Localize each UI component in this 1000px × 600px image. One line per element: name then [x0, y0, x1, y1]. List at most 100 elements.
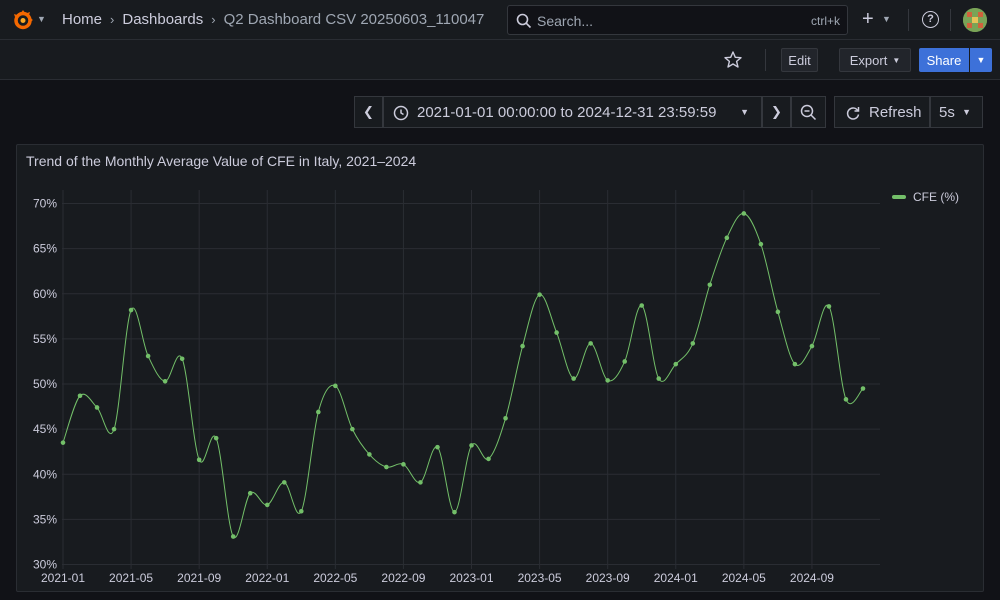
data-point — [196, 457, 202, 463]
star-icon[interactable] — [723, 50, 743, 70]
data-point — [622, 359, 628, 364]
refresh-button[interactable]: Refresh — [834, 96, 930, 128]
data-point — [452, 509, 457, 515]
panel-title[interactable]: Trend of the Monthly Average Value of CF… — [26, 153, 417, 169]
chevron-right-icon: ❯ — [771, 104, 782, 119]
divider — [908, 9, 909, 31]
refresh-label: Refresh — [869, 104, 922, 121]
data-point — [792, 361, 798, 367]
data-point — [741, 211, 747, 216]
chevron-down-icon[interactable]: ▼ — [37, 14, 46, 24]
refresh-interval-value: 5s — [939, 104, 955, 121]
x-tick-label: 2021-09 — [177, 571, 221, 585]
x-tick-label: 2021-01 — [41, 571, 85, 585]
data-point — [588, 341, 593, 346]
breadcrumb: Home › Dashboards › Q2 Dashboard CSV 202… — [62, 11, 484, 28]
time-shift-back-button[interactable]: ❮ — [354, 96, 383, 128]
series-line-cfe — [62, 212, 864, 539]
zoom-out-icon — [800, 104, 817, 120]
grafana-logo-icon[interactable] — [10, 8, 36, 32]
divider — [950, 9, 951, 31]
data-point — [162, 379, 168, 384]
data-point — [60, 440, 66, 445]
export-button[interactable]: Export ▼ — [839, 48, 911, 72]
breadcrumb-home[interactable]: Home — [62, 11, 103, 28]
y-tick-label: 65% — [33, 242, 57, 256]
breadcrumb-current-dashboard: Q2 Dashboard CSV 20250603_110047 — [223, 11, 485, 28]
top-nav-bar: ▼ Home › Dashboards › Q2 Dashboard CSV 2… — [0, 0, 1000, 40]
line-chart: 30% 35% 40% 45% 50% 55% 60% 65% 70% 2021-01 2021-0… — [33, 190, 880, 585]
chevron-down-icon: ▼ — [962, 107, 971, 117]
x-tick-label: 2024-01 — [654, 571, 698, 585]
legend-swatch — [892, 195, 906, 199]
data-point — [520, 343, 525, 349]
x-tick-label: 2022-09 — [381, 571, 425, 585]
search-placeholder: Search... — [537, 13, 594, 29]
data-point — [469, 443, 474, 448]
y-tick-label: 55% — [33, 332, 57, 346]
chevron-down-icon: ▼ — [892, 55, 901, 65]
chart-legend: CFE (%) — [892, 190, 959, 204]
refresh-interval-picker[interactable]: 5s ▼ — [930, 96, 983, 128]
chevron-down-icon: ▼ — [976, 55, 986, 65]
data-point — [384, 464, 389, 470]
y-tick-label: 45% — [33, 422, 57, 436]
chevron-down-icon: ▼ — [740, 107, 749, 117]
clock-icon — [393, 105, 409, 121]
data-point — [435, 444, 440, 450]
breadcrumb-dashboards[interactable]: Dashboards — [122, 11, 204, 28]
time-shift-forward-button[interactable]: ❯ — [762, 96, 791, 128]
help-icon[interactable]: ? — [922, 11, 939, 28]
search-input[interactable]: Search... ctrl+k — [507, 5, 848, 35]
data-point — [145, 353, 151, 359]
data-point — [128, 307, 134, 313]
data-point — [554, 330, 559, 335]
data-point — [860, 386, 866, 391]
y-tick-label: 70% — [33, 197, 57, 211]
data-point — [486, 456, 491, 462]
dashboard-toolbar — [0, 40, 1000, 80]
data-point — [826, 304, 832, 309]
edit-button[interactable]: Edit — [781, 48, 818, 72]
add-icon[interactable]: + — [862, 8, 874, 30]
data-point — [77, 393, 83, 399]
data-point — [264, 502, 270, 508]
chevron-right-icon: › — [110, 12, 115, 27]
x-tick-label: 2022-01 — [245, 571, 289, 585]
data-point — [316, 409, 321, 415]
data-point — [809, 343, 815, 349]
x-tick-label: 2023-01 — [449, 571, 493, 585]
chart-panel: Trend of the Monthly Average Value of CF… — [16, 144, 984, 592]
x-tick-label: 2023-09 — [586, 571, 630, 585]
chevron-right-icon: › — [211, 12, 216, 27]
data-point — [605, 378, 610, 383]
time-range-picker[interactable]: 2021-01-01 00:00:00 to 2024-12-31 23:59:… — [383, 96, 762, 128]
legend-label[interactable]: CFE (%) — [913, 190, 959, 204]
data-point — [503, 416, 508, 421]
data-point — [656, 376, 662, 381]
data-point — [111, 426, 117, 432]
search-shortcut: ctrl+k — [810, 14, 840, 28]
data-point — [179, 356, 185, 362]
x-tick-label: 2021-05 — [109, 571, 153, 585]
chevron-down-icon[interactable]: ▼ — [882, 14, 891, 24]
y-tick-label: 30% — [33, 557, 57, 571]
zoom-out-button[interactable] — [791, 96, 826, 128]
avatar[interactable] — [963, 8, 987, 32]
data-point — [418, 480, 423, 485]
export-label: Export — [849, 52, 888, 68]
data-point — [673, 361, 679, 367]
data-point — [690, 341, 696, 346]
data-point — [247, 490, 253, 496]
data-point — [724, 235, 730, 241]
data-point — [639, 303, 645, 308]
share-button[interactable]: Share — [919, 48, 969, 72]
data-point — [213, 435, 219, 441]
search-icon — [516, 13, 532, 29]
share-options-button[interactable]: ▼ — [970, 48, 992, 72]
time-range-label: 2021-01-01 00:00:00 to 2024-12-31 23:59:… — [417, 104, 717, 121]
y-tick-label: 60% — [33, 287, 57, 301]
data-point — [401, 462, 406, 467]
data-point — [571, 376, 576, 381]
divider — [765, 49, 766, 71]
